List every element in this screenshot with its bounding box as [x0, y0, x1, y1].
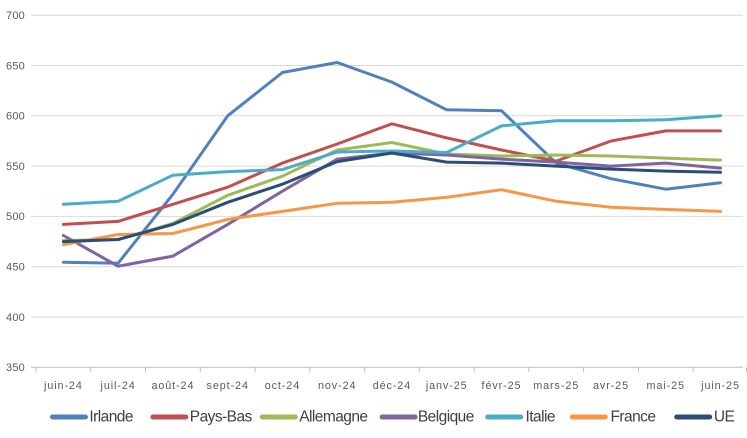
svg-text:UE: UE — [714, 409, 735, 426]
svg-text:500: 500 — [6, 211, 25, 223]
svg-text:sept-24: sept-24 — [207, 380, 249, 392]
svg-text:nov-24: nov-24 — [318, 380, 356, 392]
svg-text:Italie: Italie — [526, 409, 555, 426]
svg-text:juil-24: juil-24 — [100, 380, 136, 392]
svg-text:France: France — [611, 409, 656, 426]
svg-text:400: 400 — [6, 312, 25, 324]
svg-text:juin-25: juin-25 — [700, 380, 740, 392]
svg-text:450: 450 — [6, 262, 25, 274]
svg-text:juin-24: juin-24 — [43, 380, 83, 392]
svg-text:déc-24: déc-24 — [373, 380, 411, 392]
svg-text:oct-24: oct-24 — [265, 380, 300, 392]
svg-text:650: 650 — [6, 60, 25, 72]
svg-text:mars-25: mars-25 — [533, 380, 579, 392]
svg-text:mai-25: mai-25 — [646, 380, 684, 392]
svg-text:févr-25: févr-25 — [482, 380, 522, 392]
svg-text:700: 700 — [6, 10, 25, 22]
svg-text:avr-25: avr-25 — [593, 380, 629, 392]
svg-text:Pays-Bas: Pays-Bas — [190, 409, 253, 426]
svg-text:600: 600 — [6, 111, 25, 123]
svg-text:Irlande: Irlande — [89, 409, 133, 426]
svg-text:550: 550 — [6, 161, 25, 173]
svg-text:août-24: août-24 — [151, 380, 194, 392]
svg-text:Belgique: Belgique — [418, 409, 474, 426]
svg-text:janv-25: janv-25 — [425, 380, 468, 392]
svg-text:350: 350 — [6, 362, 25, 374]
svg-text:Allemagne: Allemagne — [299, 409, 367, 426]
